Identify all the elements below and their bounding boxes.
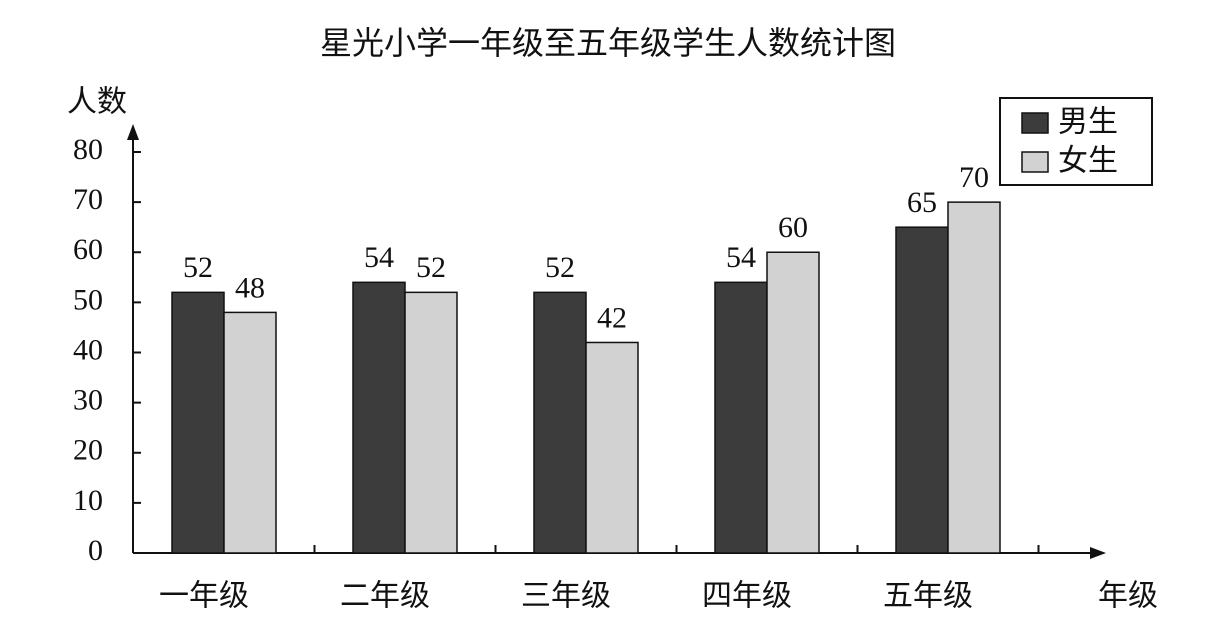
bar: [585, 341, 639, 554]
bar: [533, 291, 587, 554]
y-tick-label: 50: [73, 283, 103, 316]
x-tick-label: 一年级: [159, 579, 249, 614]
data-label: 52: [416, 251, 446, 284]
x-tick-label: 五年级: [883, 579, 973, 614]
data-label: 52: [545, 251, 575, 284]
x-tick-label: 二年级: [340, 579, 430, 614]
x-axis-label: 年级: [1098, 579, 1158, 614]
y-tick-label: 20: [73, 434, 103, 467]
chart-title: 星光小学一年级至五年级学生人数统计图: [320, 24, 896, 62]
data-label: 54: [364, 241, 394, 274]
data-label: 65: [907, 186, 937, 219]
y-tick-label: 0: [88, 534, 103, 567]
bar: [404, 291, 458, 554]
bar: [171, 291, 225, 554]
data-label: 48: [235, 271, 265, 304]
x-tick-label: 三年级: [521, 579, 611, 614]
data-label: 54: [726, 241, 756, 274]
legend-label: 女生: [1058, 144, 1118, 179]
data-label: 42: [597, 301, 627, 334]
bar: [714, 281, 768, 554]
bar: [352, 281, 406, 554]
bar: [223, 311, 277, 554]
y-axis-arrow: [127, 124, 139, 140]
data-label: 70: [959, 161, 989, 194]
legend-swatch: [1021, 112, 1049, 134]
bar: [766, 251, 820, 554]
legend-swatch: [1021, 151, 1049, 173]
y-tick-label: 80: [73, 133, 103, 166]
bar: [895, 226, 949, 554]
data-label: 52: [183, 251, 213, 284]
x-tick-label: 四年级: [702, 579, 792, 614]
x-axis-arrow: [1090, 547, 1106, 559]
y-tick-label: 10: [73, 484, 103, 517]
bar: [947, 201, 1001, 554]
y-axis-label: 人数: [67, 85, 127, 120]
legend-label: 男生: [1058, 105, 1118, 140]
data-label: 60: [778, 211, 808, 244]
y-tick-label: 40: [73, 333, 103, 366]
y-tick-label: 30: [73, 384, 103, 417]
y-tick-label: 70: [73, 183, 103, 216]
y-tick-label: 60: [73, 233, 103, 266]
